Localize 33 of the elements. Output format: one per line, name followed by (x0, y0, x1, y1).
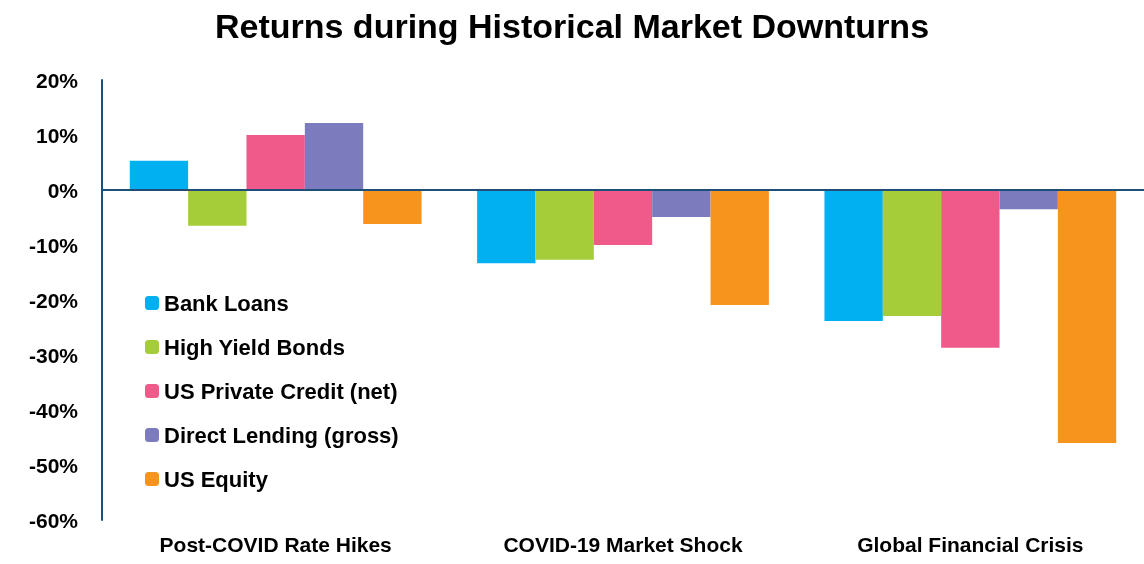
chart-title: Returns during Historical Market Downturns (214, 7, 930, 45)
bar (304, 122, 364, 190)
legend-label: Direct Lending (gross) (164, 422, 399, 448)
y-tick-label: -10% (28, 233, 79, 257)
bar (129, 160, 189, 190)
legend-label: US Private Credit (net) (164, 378, 398, 404)
bar (941, 190, 1000, 348)
y-tick-label: 0% (47, 178, 79, 202)
x-tick-label: Post-COVID Rate Hikes (159, 533, 392, 556)
y-tick-label: -20% (28, 288, 79, 312)
bar (999, 190, 1058, 210)
y-tick-label: -30% (28, 343, 79, 367)
y-tick-label: -50% (28, 453, 79, 477)
bar (652, 190, 711, 217)
bar (824, 190, 883, 321)
bar (710, 190, 769, 305)
x-tick-label: Global Financial Crisis (857, 533, 1084, 556)
legend-label: High Yield Bonds (164, 334, 345, 360)
x-tick-label: COVID-19 Market Shock (503, 533, 743, 556)
bar (1057, 190, 1117, 443)
y-tick-label: 20% (35, 68, 79, 92)
legend-label: US Equity (164, 466, 269, 492)
y-tick-label: -60% (28, 508, 79, 532)
bar (477, 190, 536, 264)
bar (535, 190, 594, 260)
bar (188, 190, 247, 226)
legend-label: Bank Loans (164, 290, 289, 316)
bar (593, 190, 653, 245)
y-tick-label: -40% (28, 398, 79, 422)
bar (882, 190, 942, 316)
bar (363, 190, 422, 225)
bar (246, 135, 305, 190)
y-tick-label: 10% (35, 123, 79, 147)
